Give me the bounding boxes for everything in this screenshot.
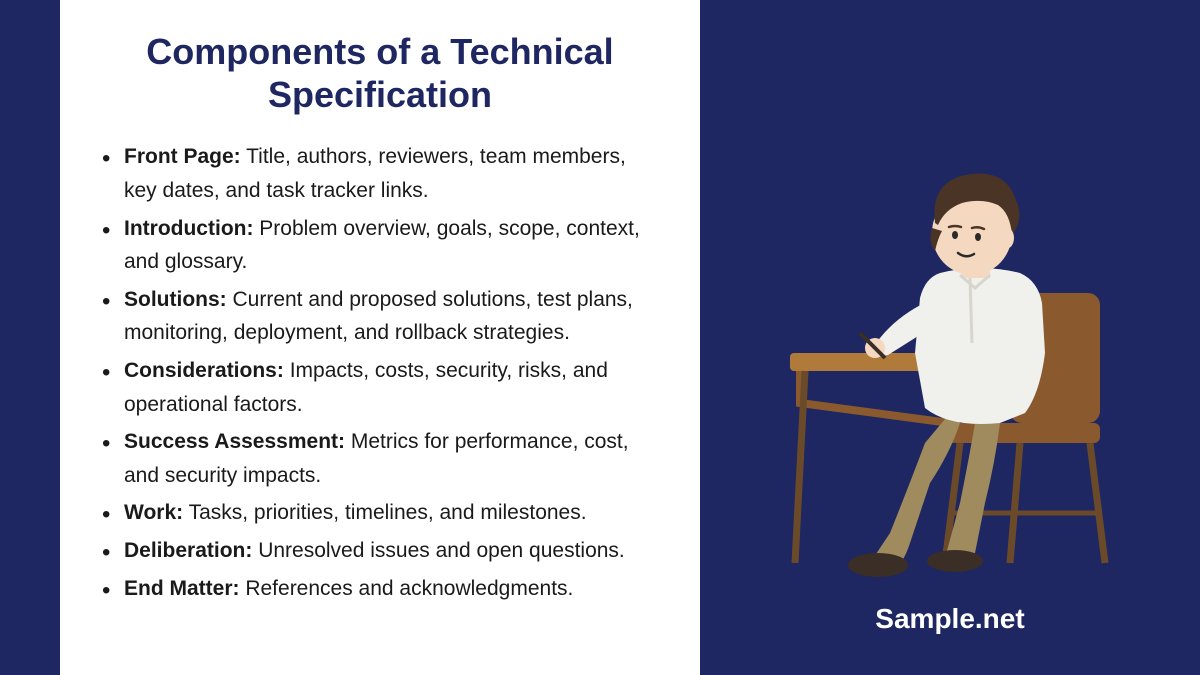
list-item: Considerations: Impacts, costs, security… <box>124 354 660 421</box>
item-desc: References and acknowledgments. <box>240 577 574 600</box>
list-item: Deliberation: Unresolved issues and open… <box>124 534 660 568</box>
bullet-list: Front Page: Title, authors, reviewers, t… <box>100 140 660 605</box>
list-item: Front Page: Title, authors, reviewers, t… <box>124 140 660 207</box>
item-term: Success Assessment: <box>124 430 345 453</box>
item-term: Front Page: <box>124 145 241 168</box>
list-item: Introduction: Problem overview, goals, s… <box>124 212 660 279</box>
item-term: End Matter: <box>124 577 240 600</box>
item-term: Work: <box>124 501 183 524</box>
student-at-desk-icon <box>750 143 1150 583</box>
item-term: Solutions: <box>124 288 227 311</box>
illustration-panel: Sample.net <box>700 0 1200 675</box>
page-title: Components of a Technical Specification <box>100 30 660 116</box>
item-term: Considerations: <box>124 359 284 382</box>
footer-brand: Sample.net <box>875 603 1024 635</box>
list-item: Success Assessment: Metrics for performa… <box>124 425 660 492</box>
item-desc: Unresolved issues and open questions. <box>252 539 624 562</box>
list-item: Solutions: Current and proposed solution… <box>124 283 660 350</box>
list-item: End Matter: References and acknowledgmen… <box>124 572 660 606</box>
item-desc: Tasks, priorities, timelines, and milest… <box>183 501 586 524</box>
item-term: Deliberation: <box>124 539 252 562</box>
content-panel: Components of a Technical Specification … <box>60 0 700 675</box>
item-term: Introduction: <box>124 217 253 240</box>
list-item: Work: Tasks, priorities, timelines, and … <box>124 496 660 530</box>
